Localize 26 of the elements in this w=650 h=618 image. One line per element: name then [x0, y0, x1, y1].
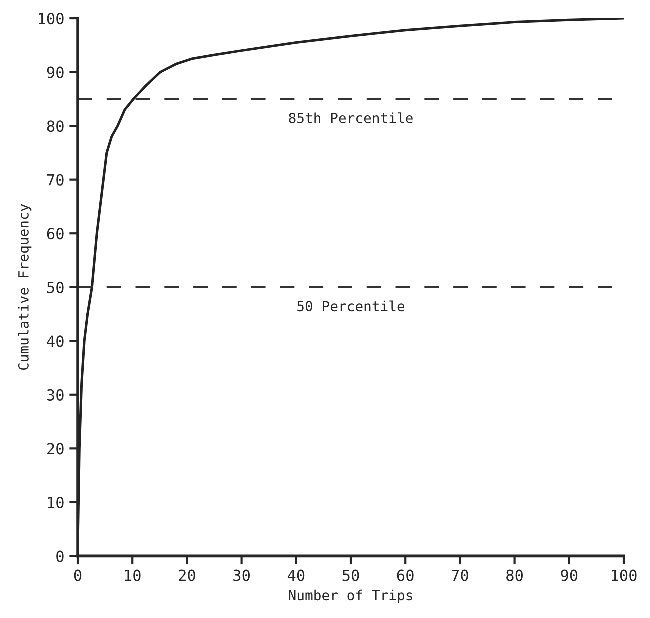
y-tick-label: 90 — [47, 66, 64, 78]
x-tick-label: 20 — [179, 570, 196, 582]
x-tick-label: 60 — [397, 570, 414, 582]
x-axis-title: Number of Trips — [289, 590, 412, 604]
y-tick-label: 0 — [56, 550, 64, 562]
x-tick-label: 50 — [342, 570, 360, 582]
y-tick-label: 100 — [39, 13, 64, 25]
ref-line-label: 85th Percentile — [289, 112, 413, 124]
x-tick-label: 0 — [74, 570, 82, 582]
x-tick-label: 90 — [561, 570, 578, 582]
x-tick-label: 40 — [288, 570, 305, 582]
y-tick-label: 60 — [47, 228, 64, 240]
y-tick-label: 30 — [47, 389, 64, 401]
y-tick-label: 70 — [47, 174, 64, 186]
y-tick-label: 50 — [47, 282, 64, 294]
x-tick-label: 70 — [452, 570, 468, 582]
y-tick-label: 80 — [47, 120, 64, 132]
y-tick-label: 40 — [47, 336, 64, 348]
x-tick-label: 100 — [612, 570, 637, 582]
y-tick-label: 20 — [48, 443, 64, 455]
y-tick-label: 10 — [48, 496, 64, 508]
y-axis-title: Cumulative Frequency — [18, 204, 32, 370]
x-tick-label: 30 — [234, 570, 250, 582]
x-tick-label: 10 — [125, 570, 141, 582]
x-tick-label: 80 — [506, 570, 524, 582]
ref-line-label: 50 Percentile — [298, 300, 405, 312]
